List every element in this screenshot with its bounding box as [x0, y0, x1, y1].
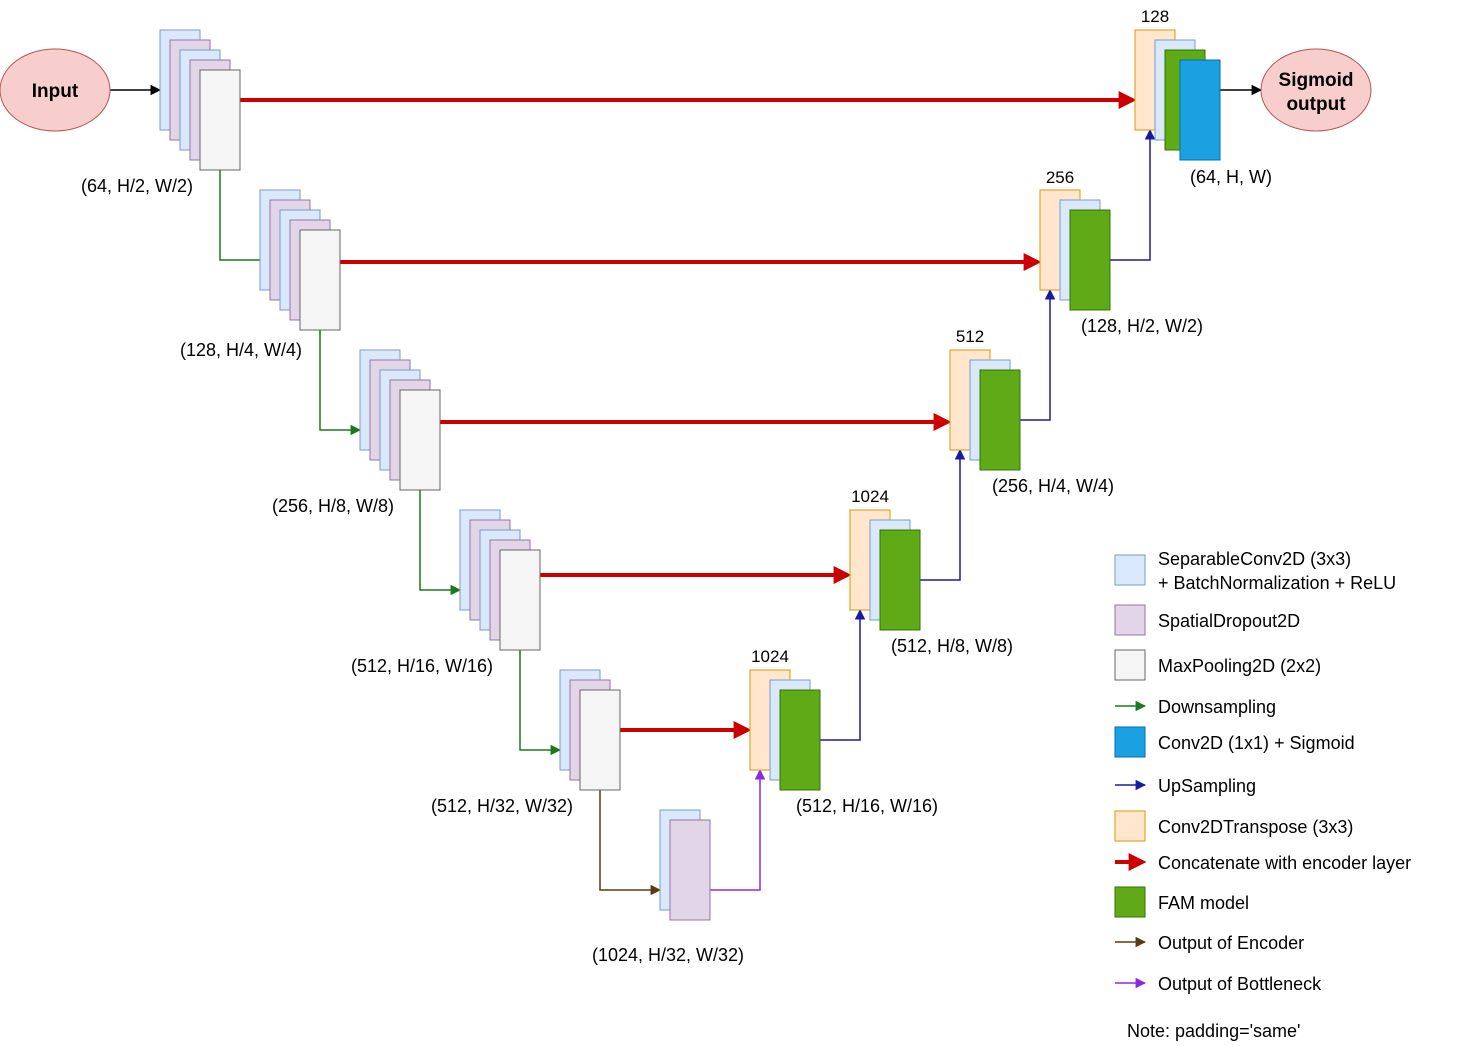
encoder-4-maxpool-block — [499, 549, 541, 651]
legend-item-2-label-line1: SpatialDropout2D — [1158, 611, 1300, 631]
decoder-3-channel-label: 512 — [956, 327, 984, 346]
labels: Input Sigmoid output (64, H/2, W/2) (128, H/… — [32, 7, 1354, 965]
encoder-5-maxpool-block — [579, 689, 621, 791]
encoder-3-shape-label: (256, H/8, W/8) — [272, 496, 394, 516]
encoder-1-maxpool-block — [199, 69, 241, 171]
decoder-1-shape-label: (512, H/16, W/16) — [796, 796, 938, 816]
legend-item-10-label-line1: Output of Encoder — [1158, 933, 1304, 953]
upsampling-arrow-4 — [1110, 128, 1156, 261]
output-node-label-line2: output — [1286, 94, 1346, 115]
decoder-2-fam-block — [879, 529, 921, 631]
legend-item-6-label-line1: UpSampling — [1158, 776, 1256, 796]
decoder-4-shape-label: (128, H/2, W/2) — [1081, 316, 1203, 336]
encoder-5-shape-label: (512, H/32, W/32) — [431, 796, 573, 816]
decoder-3-fam-block — [979, 369, 1021, 471]
encoder-4-shape-label: (512, H/16, W/16) — [351, 656, 493, 676]
legend-item-8-label-line1: Concatenate with encoder layer — [1158, 853, 1411, 873]
bottleneck-dropout-block — [669, 819, 711, 921]
downsampling-arrow-3 — [419, 490, 462, 596]
decoder-4-fam-block — [1069, 209, 1111, 311]
conv1x1-sigmoid-block — [1179, 59, 1221, 161]
upsampling-arrow-3 — [1020, 288, 1056, 421]
decoder-1-fam-block — [779, 689, 821, 791]
encoder-2-maxpool-block — [299, 229, 341, 331]
legend-item-4-label-line1: Downsampling — [1158, 697, 1276, 717]
decoder-5-shape-label: (64, H, W) — [1190, 167, 1272, 187]
input-node — [0, 48, 111, 132]
blocks — [0, 29, 1372, 921]
decoder-2-shape-label: (512, H/8, W/8) — [891, 636, 1013, 656]
legend-item-1-label-line1: SeparableConv2D (3x3) — [1158, 549, 1351, 569]
legend-item-2-swatch — [1114, 604, 1146, 636]
output-node — [1260, 48, 1372, 132]
legend-item-5-swatch — [1114, 726, 1146, 758]
legend-item-5-label-line1: Conv2D (1x1) + Sigmoid — [1158, 733, 1355, 753]
encoder-output-arrow — [599, 790, 662, 896]
output-node-label-line1: Sigmoid — [1279, 70, 1354, 91]
legend-item-9-swatch — [1114, 886, 1146, 918]
downsampling-arrow-4 — [519, 650, 562, 756]
legend-item-3-label-line1: MaxPooling2D (2x2) — [1158, 656, 1321, 676]
encoder-3-maxpool-block — [399, 389, 441, 491]
padding-note: Note: padding='same' — [1127, 1021, 1301, 1041]
legend-item-11-label-line1: Output of Bottleneck — [1158, 974, 1322, 994]
bottleneck-shape-label: (1024, H/32, W/32) — [592, 945, 744, 965]
legend-item-7-swatch — [1114, 810, 1146, 842]
legend-item-3-swatch — [1114, 649, 1146, 681]
encoder-1-shape-label: (64, H/2, W/2) — [81, 176, 193, 196]
decoder-3-shape-label: (256, H/4, W/4) — [992, 476, 1114, 496]
legend: SeparableConv2D (3x3) + BatchNormalizatio… — [1114, 549, 1411, 1041]
encoder-2-shape-label: (128, H/4, W/4) — [180, 340, 302, 360]
input-node-label: Input — [32, 81, 79, 102]
legend-item-1-swatch — [1114, 554, 1146, 586]
downsampling-arrow-1 — [219, 170, 272, 266]
decoder-4-channel-label: 256 — [1046, 168, 1074, 187]
legend-item-1-label-line2: + BatchNormalization + ReLU — [1158, 573, 1396, 593]
upsampling-arrow-1 — [820, 608, 866, 741]
decoder-5-channel-label: 128 — [1141, 7, 1169, 26]
bottleneck-output-arrow — [710, 768, 766, 891]
decoder-2-channel-label: 1024 — [851, 487, 889, 506]
legend-item-7-label-line1: Conv2DTranspose (3x3) — [1158, 817, 1353, 837]
connectors — [110, 84, 1263, 896]
downsampling-arrow-2 — [319, 330, 362, 436]
upsampling-arrow-2 — [920, 448, 966, 581]
legend-item-9-label-line1: FAM model — [1158, 893, 1249, 913]
decoder-1-channel-label: 1024 — [751, 647, 789, 666]
